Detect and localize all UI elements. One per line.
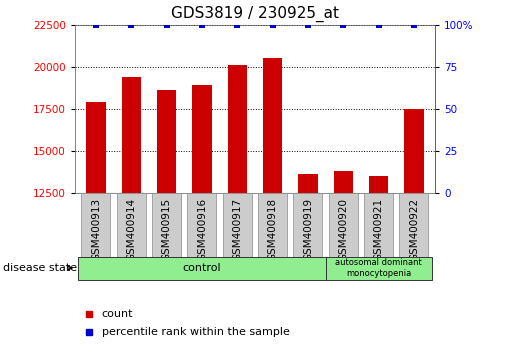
Text: GSM400917: GSM400917 <box>232 198 242 261</box>
Bar <box>192 85 212 193</box>
Text: GSM400913: GSM400913 <box>91 198 101 261</box>
Text: disease state: disease state <box>3 263 77 273</box>
FancyBboxPatch shape <box>258 193 287 257</box>
Text: GSM400918: GSM400918 <box>268 198 278 261</box>
FancyBboxPatch shape <box>81 193 110 257</box>
Text: count: count <box>101 309 133 319</box>
Text: GSM400916: GSM400916 <box>197 198 207 261</box>
Bar <box>369 176 388 193</box>
FancyBboxPatch shape <box>117 193 146 257</box>
FancyBboxPatch shape <box>78 257 325 280</box>
FancyBboxPatch shape <box>400 193 428 257</box>
Title: GDS3819 / 230925_at: GDS3819 / 230925_at <box>171 6 339 22</box>
FancyBboxPatch shape <box>329 193 358 257</box>
Bar <box>263 58 282 193</box>
Text: percentile rank within the sample: percentile rank within the sample <box>101 327 289 337</box>
Text: GSM400920: GSM400920 <box>338 198 348 261</box>
Bar <box>228 65 247 193</box>
Text: GSM400921: GSM400921 <box>373 198 384 261</box>
Bar <box>86 102 106 193</box>
Text: GSM400915: GSM400915 <box>162 198 171 261</box>
FancyBboxPatch shape <box>187 193 216 257</box>
Text: control: control <box>183 263 221 273</box>
FancyBboxPatch shape <box>294 193 322 257</box>
FancyBboxPatch shape <box>223 193 252 257</box>
FancyBboxPatch shape <box>364 193 393 257</box>
Bar <box>157 90 176 193</box>
Bar <box>404 109 424 193</box>
Text: autosomal dominant
monocytopenia: autosomal dominant monocytopenia <box>335 258 422 278</box>
Text: GSM400922: GSM400922 <box>409 198 419 261</box>
FancyBboxPatch shape <box>152 193 181 257</box>
Bar <box>122 77 141 193</box>
Bar <box>334 171 353 193</box>
FancyBboxPatch shape <box>325 257 432 280</box>
Text: GSM400914: GSM400914 <box>126 198 136 261</box>
Text: GSM400919: GSM400919 <box>303 198 313 261</box>
Bar <box>298 175 318 193</box>
